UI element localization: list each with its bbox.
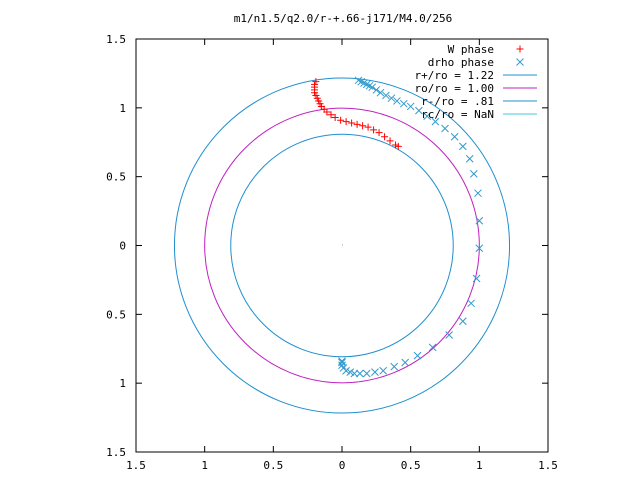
data-point — [370, 126, 378, 134]
data-point — [458, 142, 467, 151]
legend-label: r-/ro = .81 — [421, 95, 494, 108]
series-circle — [204, 107, 480, 384]
data-point — [331, 113, 339, 121]
data-point — [413, 351, 422, 360]
legend-label: drho phase — [428, 56, 494, 69]
data-point — [469, 170, 478, 178]
y-tick-label: 0 — [119, 240, 126, 253]
y-tick-label: 0.5 — [106, 308, 126, 321]
data-point — [465, 154, 474, 163]
data-point — [441, 124, 449, 133]
data-point — [472, 274, 481, 283]
data-point — [399, 99, 408, 108]
x-tick-label: 1.5 — [538, 459, 558, 472]
legend-label: r+/ro = 1.22 — [415, 69, 494, 82]
data-point — [387, 94, 396, 103]
data-point — [323, 108, 331, 116]
data-point — [474, 189, 482, 198]
data-point — [342, 118, 350, 126]
y-tick-label: 1 — [119, 377, 126, 390]
series-circle — [173, 77, 511, 414]
data-point — [375, 129, 383, 137]
data-point — [393, 97, 401, 105]
point-series — [338, 76, 484, 378]
y-tick-label: 1 — [119, 102, 126, 115]
data-point — [376, 88, 385, 97]
data-point — [379, 366, 388, 375]
data-point — [475, 244, 484, 253]
data-point — [348, 119, 356, 127]
data-point — [423, 112, 432, 120]
x-tick-label: 0 — [339, 459, 346, 472]
data-point — [381, 133, 389, 141]
reference-circles — [173, 77, 511, 414]
data-point — [458, 317, 467, 326]
data-point — [445, 331, 453, 339]
data-series — [311, 76, 484, 378]
data-point — [450, 132, 459, 141]
data-point — [338, 357, 346, 365]
x-tick-label: 1.5 — [126, 459, 146, 472]
data-point — [372, 86, 381, 94]
data-point — [327, 111, 335, 119]
data-point — [394, 142, 402, 150]
data-point — [368, 83, 377, 92]
data-point — [355, 369, 364, 378]
x-tick-label: 0.5 — [401, 459, 421, 472]
y-tick-label: 1.5 — [106, 446, 126, 459]
data-point — [337, 116, 345, 124]
x-tick-label: 1 — [476, 459, 483, 472]
series-circle — [230, 133, 454, 358]
data-point — [346, 368, 355, 377]
axis-ticks: 1.5 1 0.5 0 0.5 1 1.51.510.500.511.5 — [106, 33, 558, 472]
legend-label: ro/ro = 1.00 — [415, 82, 494, 95]
data-point — [390, 362, 399, 371]
data-point — [475, 216, 484, 225]
data-point — [516, 58, 524, 66]
data-point — [350, 369, 359, 378]
chart-title: m1/n1.5/q2.0/r-+.66-j171/M4.0/256 — [234, 12, 453, 25]
data-point — [338, 358, 346, 367]
data-point — [371, 368, 379, 377]
legend-label: rc/ro = NaN — [421, 108, 494, 121]
data-point — [467, 299, 475, 308]
y-tick-label: 0.5 — [106, 171, 126, 184]
data-point — [406, 102, 415, 111]
data-point — [364, 123, 372, 131]
data-point — [382, 91, 390, 100]
legend-label: W phase — [448, 43, 494, 56]
x-tick-label: 1 — [201, 459, 208, 472]
data-point — [359, 122, 367, 130]
x-tick-label: 0.5 — [263, 459, 283, 472]
data-point — [353, 120, 361, 128]
y-tick-label: 1.5 — [106, 33, 126, 46]
data-point — [516, 45, 524, 53]
data-point — [428, 343, 437, 352]
data-point — [415, 106, 423, 115]
point-series — [311, 78, 402, 150]
data-point — [401, 358, 410, 367]
data-point — [386, 137, 394, 145]
data-point — [339, 364, 348, 372]
data-point — [362, 369, 371, 378]
data-point — [431, 117, 440, 126]
